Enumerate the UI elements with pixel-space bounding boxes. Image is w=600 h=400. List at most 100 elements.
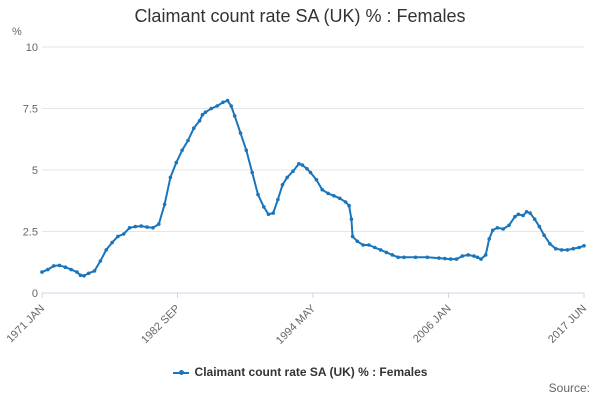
data-point[interactable] xyxy=(266,212,271,217)
data-point[interactable] xyxy=(532,217,537,221)
data-point[interactable] xyxy=(63,265,68,270)
data-point[interactable] xyxy=(200,112,205,117)
data-point[interactable] xyxy=(367,243,371,247)
data-point[interactable] xyxy=(524,210,529,214)
data-point[interactable] xyxy=(180,148,184,153)
data-point[interactable] xyxy=(437,256,441,260)
data-point[interactable] xyxy=(577,245,581,250)
data-point[interactable] xyxy=(75,270,79,274)
data-point[interactable] xyxy=(413,255,418,260)
data-point[interactable] xyxy=(460,254,465,258)
data-point[interactable] xyxy=(151,226,155,230)
data-point[interactable] xyxy=(548,242,552,246)
data-point[interactable] xyxy=(396,255,400,260)
data-point[interactable] xyxy=(332,194,336,198)
data-point[interactable] xyxy=(46,267,50,272)
data-point[interactable] xyxy=(116,234,120,239)
data-point[interactable] xyxy=(553,246,558,251)
data-point[interactable] xyxy=(197,119,202,123)
data-point[interactable] xyxy=(402,255,406,260)
data-point[interactable] xyxy=(57,263,62,268)
data-point[interactable] xyxy=(559,248,564,252)
data-point[interactable] xyxy=(300,163,305,167)
data-point[interactable] xyxy=(513,214,517,219)
data-point[interactable] xyxy=(110,240,114,245)
data-point[interactable] xyxy=(378,248,383,252)
data-point[interactable] xyxy=(521,213,525,218)
data-point[interactable] xyxy=(232,114,237,118)
data-point[interactable] xyxy=(582,244,586,248)
data-point[interactable] xyxy=(229,104,233,108)
data-point[interactable] xyxy=(483,253,488,257)
data-point[interactable] xyxy=(127,226,132,230)
data-point[interactable] xyxy=(186,138,190,143)
data-point[interactable] xyxy=(291,169,295,173)
data-point[interactable] xyxy=(361,243,365,247)
data-point[interactable] xyxy=(192,126,196,130)
data-point[interactable] xyxy=(256,192,260,197)
data-point[interactable] xyxy=(271,211,276,215)
data-point[interactable] xyxy=(355,239,360,244)
data-point[interactable] xyxy=(490,228,495,233)
data-point[interactable] xyxy=(516,212,521,217)
data-point[interactable] xyxy=(314,178,319,182)
data-point[interactable] xyxy=(337,196,342,201)
data-point[interactable] xyxy=(347,203,351,208)
data-point[interactable] xyxy=(320,187,325,192)
data-point[interactable] xyxy=(454,257,459,261)
data-point[interactable] xyxy=(78,273,83,278)
data-point[interactable] xyxy=(276,197,280,202)
data-point[interactable] xyxy=(475,255,480,260)
data-point[interactable] xyxy=(448,257,453,261)
data-point[interactable] xyxy=(280,183,285,187)
data-point[interactable] xyxy=(443,256,447,261)
data-point[interactable] xyxy=(297,162,301,166)
data-point[interactable] xyxy=(98,259,103,263)
data-point[interactable] xyxy=(250,170,254,175)
data-point[interactable] xyxy=(121,232,126,236)
data-point[interactable] xyxy=(384,250,389,255)
data-point[interactable] xyxy=(565,248,570,252)
data-point[interactable] xyxy=(501,227,506,231)
data-point[interactable] xyxy=(238,131,243,135)
data-point[interactable] xyxy=(104,248,108,252)
data-point[interactable] xyxy=(390,253,395,257)
data-point[interactable] xyxy=(487,237,492,241)
data-point[interactable] xyxy=(51,264,56,268)
data-point[interactable] xyxy=(466,253,471,257)
data-point[interactable] xyxy=(308,170,313,175)
data-point[interactable] xyxy=(215,104,219,108)
data-point[interactable] xyxy=(537,224,542,229)
data-point[interactable] xyxy=(174,160,179,165)
data-point[interactable] xyxy=(82,274,86,278)
data-point[interactable] xyxy=(285,175,290,180)
data-point[interactable] xyxy=(507,223,511,228)
data-point[interactable] xyxy=(168,175,173,180)
data-point[interactable] xyxy=(92,269,97,273)
data-point[interactable] xyxy=(349,217,354,221)
data-point[interactable] xyxy=(326,191,330,196)
legend[interactable]: Claimant count rate SA (UK) % : Females xyxy=(0,365,600,379)
data-point[interactable] xyxy=(86,271,91,276)
data-point[interactable] xyxy=(225,98,230,103)
data-point[interactable] xyxy=(40,270,44,274)
data-point[interactable] xyxy=(350,234,355,239)
data-point[interactable] xyxy=(203,110,208,114)
data-point[interactable] xyxy=(209,106,214,111)
data-point[interactable] xyxy=(157,222,161,226)
data-point[interactable] xyxy=(162,202,167,207)
data-point[interactable] xyxy=(221,100,225,105)
data-point[interactable] xyxy=(145,225,149,229)
data-point[interactable] xyxy=(305,167,309,171)
data-point[interactable] xyxy=(139,224,143,228)
data-point[interactable] xyxy=(528,211,532,215)
data-point[interactable] xyxy=(472,254,476,258)
data-point[interactable] xyxy=(479,257,483,261)
data-point[interactable] xyxy=(69,267,73,272)
data-point[interactable] xyxy=(495,226,500,230)
data-point[interactable] xyxy=(262,205,266,209)
data-point[interactable] xyxy=(133,224,138,229)
data-point[interactable] xyxy=(373,245,377,250)
data-point[interactable] xyxy=(542,233,546,237)
data-point[interactable] xyxy=(425,255,430,260)
